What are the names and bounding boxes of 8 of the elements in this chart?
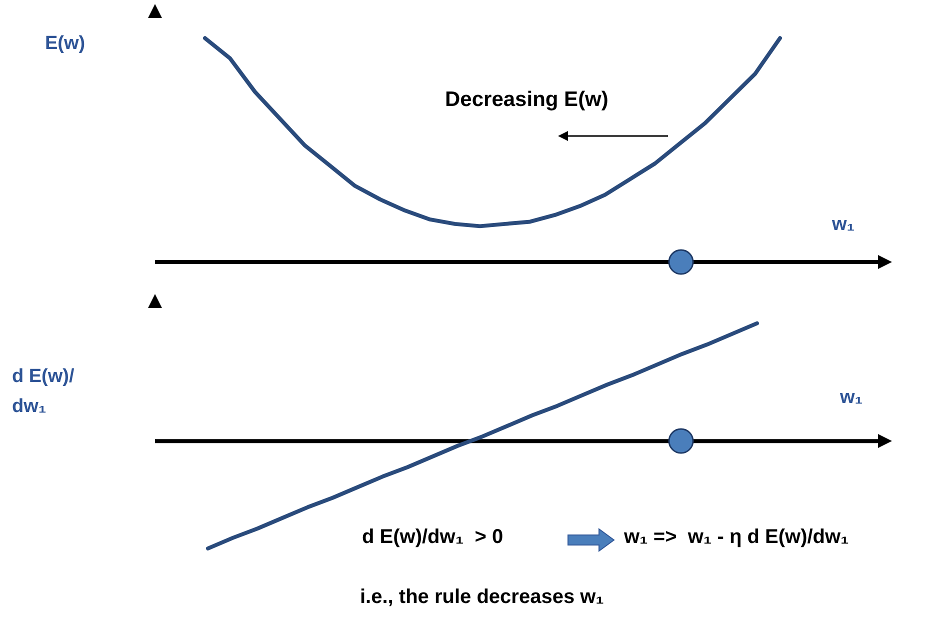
annotation: w₁ => w₁ - η d E(w)/dw₁ (624, 526, 849, 549)
annotation: d E(w)/dw₁ > 0 (362, 526, 504, 549)
y-axis-title: d E(w)/dw₁ (12, 365, 76, 419)
y-axis-title: E(w) (45, 33, 86, 55)
text: i.e., the rule decreases w₁ (360, 586, 604, 609)
annotation: Decreasing E(w) (445, 88, 608, 112)
x-axis-title: w₁ (832, 214, 855, 236)
x-axis-title: w₁ (840, 387, 863, 409)
